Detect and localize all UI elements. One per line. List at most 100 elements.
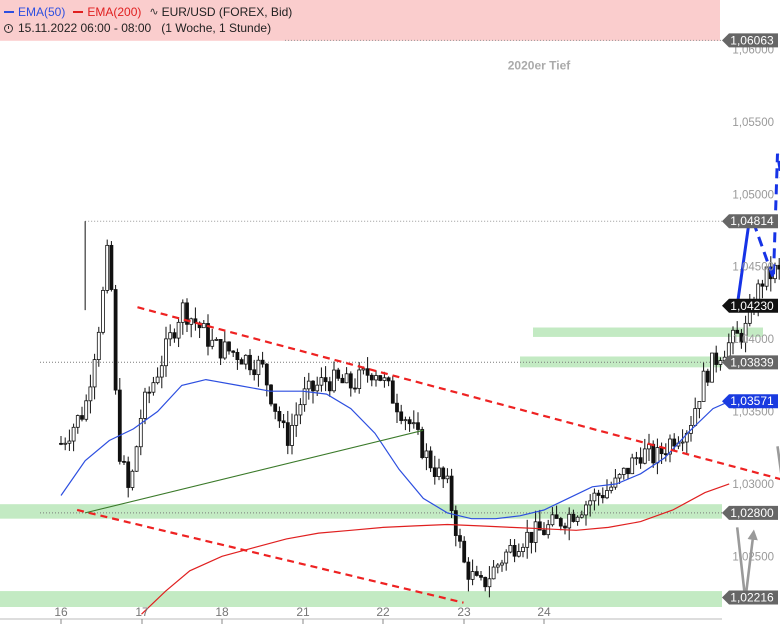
- candle-body: [432, 467, 437, 477]
- candle-body: [311, 380, 315, 392]
- candle-body: [542, 529, 546, 536]
- candle-body: [155, 376, 160, 384]
- candle-body: [537, 521, 542, 531]
- candle-body: [504, 551, 509, 564]
- candle-body: [243, 354, 248, 365]
- candle-body: [315, 384, 320, 392]
- candle-body: [697, 401, 702, 409]
- axes-layer: 16 17 18 21 22 23 24 1,02500 1,03000 1,03500 1,040…: [0, 44, 774, 624]
- candle-body: [348, 373, 353, 389]
- candle-body: [445, 475, 450, 480]
- y-tick-label: 1,04500: [732, 262, 774, 274]
- zone-support-1,0280: [0, 504, 722, 519]
- y-tick-label: 1,06000: [732, 44, 774, 56]
- candle-body: [92, 359, 97, 388]
- upper-red-dashed: [137, 306, 780, 481]
- candle-body: [714, 352, 719, 365]
- candle-body: [71, 426, 76, 442]
- candle-body: [613, 477, 618, 488]
- candle-body: [474, 571, 479, 576]
- price-badge: [722, 505, 778, 520]
- candle-body: [453, 510, 458, 536]
- clock-icon: [4, 23, 13, 33]
- trendlines-layer: [76, 306, 780, 604]
- candle-body: [500, 562, 504, 566]
- candle-body: [462, 540, 467, 563]
- candle-body: [466, 561, 471, 580]
- candle-body: [130, 470, 135, 488]
- candle-body: [512, 545, 517, 557]
- candle-body: [399, 411, 404, 421]
- candle-body: [441, 467, 446, 480]
- candle-body: [584, 504, 588, 516]
- candle-body: [80, 415, 84, 420]
- candle-body: [327, 381, 332, 392]
- candle-body: [390, 380, 395, 404]
- y-tick-label: 1,02500: [732, 551, 774, 563]
- candle-body: [185, 302, 189, 325]
- forecast-blue-dashed-zigzag: [751, 153, 780, 279]
- candle-body: [75, 415, 80, 428]
- candle-body: [386, 377, 391, 382]
- candle-body: [264, 363, 269, 386]
- zone-resistance: [0, 0, 720, 41]
- ema-layer: [60, 378, 730, 615]
- candle-body: [201, 323, 206, 329]
- price-badge: [722, 33, 778, 48]
- candle-body: [319, 377, 324, 386]
- legend-instrument[interactable]: ∿ EUR/USD (FOREX, Bid): [149, 4, 292, 20]
- zone-support-1,0405: [533, 327, 763, 337]
- candle-body: [294, 414, 299, 426]
- y-tick-label: 1,05000: [732, 189, 774, 201]
- candle-body: [336, 369, 341, 379]
- candle-body: [735, 329, 740, 334]
- x-tick-label: 16: [54, 605, 68, 619]
- legend-ema50[interactable]: EMA(50): [4, 4, 65, 20]
- candle-body: [579, 514, 584, 518]
- candle-body: [651, 443, 656, 464]
- price-markers-layer: 1,06063 1,04814 1,04230 1,03839 1,03571 1,028…: [722, 33, 778, 605]
- candle-body: [151, 382, 156, 393]
- candle-body: [449, 475, 454, 512]
- candle-body: [290, 424, 294, 446]
- candle-body: [600, 495, 605, 499]
- candle-body: [172, 332, 177, 339]
- price-badge-label: 1,04814: [730, 214, 774, 228]
- candle-body: [252, 369, 257, 376]
- candle-body: [365, 368, 370, 376]
- candle-body: [420, 429, 425, 458]
- candle-body: [672, 438, 677, 447]
- candle-body: [558, 518, 563, 527]
- candle-body: [693, 408, 698, 426]
- x-tick-label: 23: [457, 605, 471, 619]
- candle-body: [701, 370, 706, 402]
- candle-body: [630, 457, 635, 475]
- ema50-swatch-icon: [4, 11, 14, 13]
- price-badge: [722, 214, 778, 229]
- ema200-line: [141, 483, 730, 615]
- candle-body: [731, 329, 735, 344]
- candle-body: [96, 331, 101, 360]
- candle-body: [105, 244, 110, 291]
- candle-body: [638, 457, 643, 464]
- candle-body: [126, 461, 131, 488]
- candle-body: [525, 531, 530, 548]
- candle-body: [777, 264, 780, 270]
- zone-support-1,0384: [520, 356, 722, 368]
- chart-legend: EMA(50) EMA(200) ∿ EUR/USD (FOREX, Bid) …: [4, 4, 300, 36]
- y-tick-label: 1,03000: [732, 479, 774, 491]
- x-tick-label: 17: [135, 605, 149, 619]
- candle-body: [281, 420, 286, 424]
- candle-body: [718, 360, 723, 365]
- candle-body: [222, 341, 227, 359]
- legend-ema200[interactable]: EMA(200): [73, 4, 141, 20]
- candle-body: [416, 422, 420, 430]
- y-tick-label: 1,05500: [732, 117, 774, 129]
- candle-body: [592, 492, 597, 502]
- candle-body: [764, 266, 769, 287]
- ema50-label: EMA(50): [18, 5, 66, 19]
- candle-body: [626, 467, 630, 475]
- price-badge: [722, 298, 778, 313]
- period-label: (1 Woche, 1 Stunde): [161, 21, 272, 35]
- instrument-wave-icon: ∿: [149, 6, 159, 18]
